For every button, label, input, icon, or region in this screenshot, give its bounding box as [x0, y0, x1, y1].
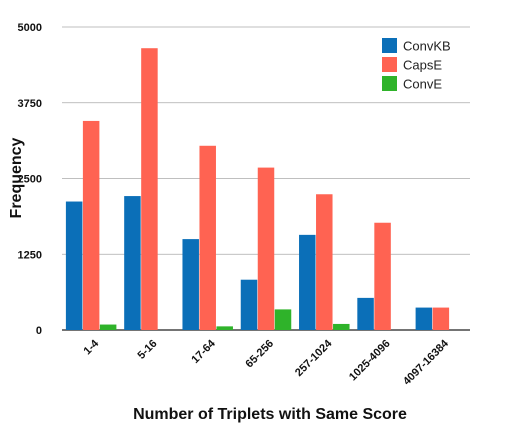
- x-axis-label: Number of Triplets with Same Score: [133, 406, 407, 423]
- bar-capse-1025-4096: [374, 222, 391, 330]
- bar-convkb-4097-16384: [415, 307, 433, 330]
- bar-convkb-17-64: [182, 239, 199, 330]
- y-tick-label: 1250: [18, 249, 42, 261]
- legend-label-conve: ConvE: [403, 77, 442, 92]
- bar-convkb-1-4: [65, 201, 83, 330]
- bar-convkb-5-16: [124, 196, 141, 330]
- x-tick-label: 17-64: [189, 337, 218, 366]
- y-axis-label: Frequency: [8, 137, 25, 218]
- legend-swatch-capse: [382, 57, 397, 72]
- bar-convkb-65-256: [240, 279, 258, 330]
- bar-capse-65-256: [257, 167, 275, 330]
- bar-capse-1-4: [82, 120, 100, 331]
- y-tick-label: 3750: [18, 98, 42, 110]
- x-tick-label: 4097-16384: [401, 337, 452, 388]
- legend-swatch-convkb: [382, 38, 397, 53]
- x-tick-label: 5-16: [135, 338, 159, 362]
- bar-capse-4097-16384: [432, 307, 450, 330]
- x-axis-ticks: 1-4 5-16 17-64 65-256 257-1024 1025-4096 4097-…: [82, 337, 452, 388]
- bar-convkb-1025-4096: [357, 297, 374, 330]
- bar-capse-257-1024: [316, 194, 333, 330]
- legend-swatch-conve: [382, 76, 397, 91]
- legend: ConvKB CapsE ConvE: [382, 38, 451, 92]
- bar-conve-1-4: [99, 324, 117, 330]
- y-tick-label: 5000: [18, 22, 42, 34]
- y-axis-ticks: 0 1250 2500 3750 5000: [18, 22, 42, 337]
- x-tick-label: 65-256: [243, 338, 276, 371]
- bar-capse-17-64: [199, 145, 216, 330]
- bars: [65, 48, 450, 331]
- y-tick-label: 0: [36, 325, 42, 337]
- x-tick-label: 1025-4096: [347, 338, 393, 384]
- bar-conve-257-1024: [333, 323, 350, 330]
- x-tick-label: 1-4: [82, 337, 102, 357]
- y-tick-label: 2500: [18, 174, 42, 186]
- bar-capse-5-16: [141, 48, 158, 331]
- bar-convkb-257-1024: [299, 234, 316, 330]
- legend-label-convkb: ConvKB: [403, 39, 451, 54]
- bar-conve-65-256: [274, 309, 292, 330]
- legend-label-capse: CapsE: [403, 58, 442, 73]
- bar-conve-17-64: [216, 326, 233, 330]
- x-tick-label: 257-1024: [293, 337, 335, 379]
